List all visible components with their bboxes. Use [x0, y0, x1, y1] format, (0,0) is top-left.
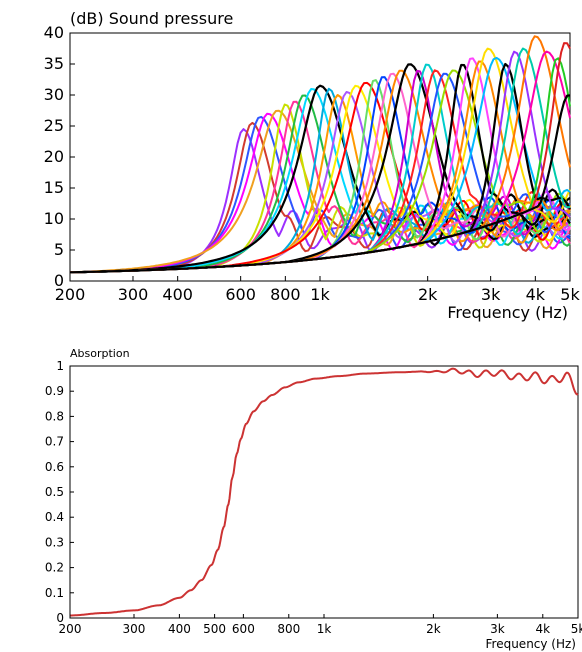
absorption-x-axis-label: Frequency (Hz): [486, 637, 577, 651]
y-tick-label: 20: [44, 147, 64, 166]
y-tick-label: 0.1: [45, 586, 64, 600]
x-tick-label: 3k: [490, 622, 505, 636]
y-tick-label: 0.9: [45, 384, 64, 398]
x-tick-label: 4k: [535, 622, 550, 636]
x-tick-label: 2k: [426, 622, 441, 636]
x-tick-label: 300: [118, 285, 149, 304]
y-tick-label: 15: [44, 178, 64, 197]
x-tick-label: 600: [232, 622, 255, 636]
y-tick-label: 0.2: [45, 561, 64, 575]
y-tick-label: 0.4: [45, 510, 64, 524]
sound-pressure-chart: (dB) Sound pressure 0 5 10 15 20 25 30 35 40 200…: [44, 9, 581, 322]
x-tick-label: 400: [168, 622, 191, 636]
y-tick-label: 5: [54, 240, 64, 259]
x-tick-label: 5k: [571, 622, 582, 636]
absorption-chart: Absorption 0 0.1 0.2 0.3 0.4 0.5 0.6 0.7 0.8 0.9 1…: [45, 347, 582, 651]
x-tick-label: 4k: [526, 285, 546, 304]
sound-pressure-series-line: [70, 109, 571, 274]
absorption-x-ticks: 200 300 400 500 600 800 1k 2k 3k 4k 5k: [59, 614, 582, 636]
x-tick-label: 400: [162, 285, 193, 304]
y-tick-label: 25: [44, 116, 64, 135]
x-tick-label: 2k: [418, 285, 438, 304]
y-tick-label: 0.7: [45, 435, 64, 449]
sound-pressure-x-axis-label: Frequency (Hz): [447, 303, 568, 322]
sound-pressure-series-line: [70, 94, 571, 274]
absorption-y-ticks: 0 0.1 0.2 0.3 0.4 0.5 0.6 0.7 0.8 0.9 1: [45, 359, 74, 625]
y-tick-label: 35: [44, 54, 64, 73]
x-tick-label: 800: [270, 285, 301, 304]
y-tick-label: 0: [56, 611, 64, 625]
y-tick-label: 0.3: [45, 535, 64, 549]
y-tick-label: 10: [44, 209, 64, 228]
sound-pressure-title: (dB) Sound pressure: [70, 9, 233, 28]
x-tick-label: 800: [277, 622, 300, 636]
absorption-title: Absorption: [70, 347, 130, 360]
absorption-series-line: [70, 367, 579, 617]
absorption-plot-frame: [69, 365, 579, 619]
x-tick-label: 300: [123, 622, 146, 636]
y-tick-label: 1: [56, 359, 64, 373]
y-tick-label: 40: [44, 23, 64, 42]
x-tick-label: 1k: [317, 622, 332, 636]
y-tick-label: 0.5: [45, 485, 64, 499]
y-tick-label: 0.8: [45, 409, 64, 423]
y-tick-label: 0: [54, 271, 64, 290]
x-tick-label: 500: [203, 622, 226, 636]
x-tick-label: 3k: [481, 285, 501, 304]
sound-pressure-y-ticks: 0 5 10 15 20 25 30 35 40: [44, 23, 75, 290]
x-tick-label: 200: [59, 622, 82, 636]
x-tick-label: 600: [225, 285, 256, 304]
absorption-curves: [70, 367, 579, 617]
x-tick-label: 200: [55, 285, 86, 304]
x-tick-label: 5k: [560, 285, 580, 304]
x-tick-label: 1k: [310, 285, 330, 304]
y-tick-label: 30: [44, 85, 64, 104]
y-tick-label: 0.6: [45, 460, 64, 474]
sound-pressure-curves: [70, 35, 571, 274]
sound-pressure-x-ticks: 200 300 400 600 800 1k 2k 3k 4k 5k: [55, 276, 580, 304]
